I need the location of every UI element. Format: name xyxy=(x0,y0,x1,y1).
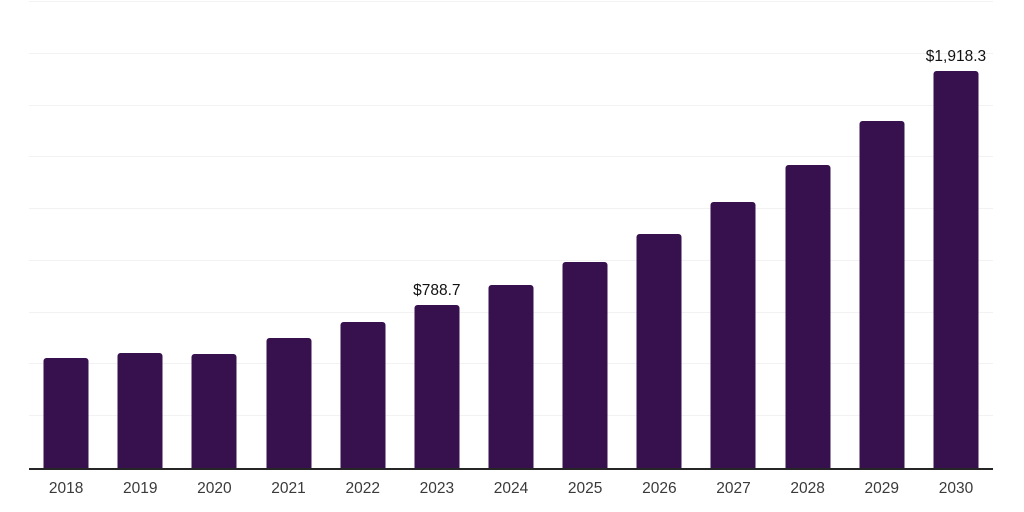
x-tick-label-2023: 2023 xyxy=(419,480,455,497)
bar-2029 xyxy=(859,120,905,468)
bar-slot-2026 xyxy=(622,2,696,468)
bar-slot-2025 xyxy=(548,2,622,468)
x-tick-label-2024: 2024 xyxy=(493,480,529,497)
x-tick-label-2028: 2028 xyxy=(790,480,825,497)
bar-2020 xyxy=(191,353,237,468)
bar-slot-2029 xyxy=(845,2,919,468)
x-tick-label-2020: 2020 xyxy=(197,480,232,497)
gridline-1250 xyxy=(29,208,993,210)
bar-slot-2018 xyxy=(29,2,103,468)
bar-2022 xyxy=(340,322,386,468)
x-tick-label-2021: 2021 xyxy=(271,480,306,497)
bar-2023 xyxy=(414,304,460,468)
x-tick-label-2025: 2025 xyxy=(567,480,603,497)
x-tick-label-2030: 2030 xyxy=(938,480,974,497)
gridline-2000 xyxy=(29,52,993,54)
bar-2025 xyxy=(562,261,608,468)
bar-2018 xyxy=(43,357,89,468)
bar-2028 xyxy=(785,164,831,468)
x-axis: 2018 2019 2020 2021 2022 2023 2024 2025 2026 2027… xyxy=(29,479,993,501)
bar-value-label-2030: $1,918.3 xyxy=(925,47,987,65)
bar-slot-2020 xyxy=(177,2,251,468)
bar-slot-2022 xyxy=(326,2,400,468)
bar-slot-2019 xyxy=(103,2,177,468)
bar-slot-2021 xyxy=(251,2,325,468)
bar-2024 xyxy=(488,284,534,468)
gridline-1500 xyxy=(29,156,993,158)
x-tick-label-2026: 2026 xyxy=(642,480,677,497)
x-tick-label-2018: 2018 xyxy=(48,480,84,497)
bar-2030 xyxy=(933,70,979,468)
gridline-1000 xyxy=(29,259,993,261)
bar-slot-2023: $788.7 xyxy=(400,2,474,468)
bar-slot-2027 xyxy=(696,2,770,468)
bar-columns: $788.7 $1,918.3 xyxy=(29,2,993,468)
x-tick-label-2027: 2027 xyxy=(716,480,751,497)
bar-2026 xyxy=(636,233,682,468)
bar-2021 xyxy=(266,338,312,468)
bar-slot-2028 xyxy=(771,2,845,468)
x-tick-label-2029: 2029 xyxy=(864,480,900,497)
bar-2027 xyxy=(710,201,756,468)
bar-2019 xyxy=(117,352,163,468)
bar-slot-2024 xyxy=(474,2,548,468)
gridline-1750 xyxy=(29,104,993,106)
x-tick-label-2022: 2022 xyxy=(345,480,380,497)
gridline-2250 xyxy=(29,1,993,2)
x-tick-label-2019: 2019 xyxy=(122,480,158,497)
bar-slot-2030: $1,918.3 xyxy=(919,2,993,468)
bar-value-label-2023: $788.7 xyxy=(413,281,461,299)
plot-area: $788.7 $1,918.3 xyxy=(29,1,993,470)
